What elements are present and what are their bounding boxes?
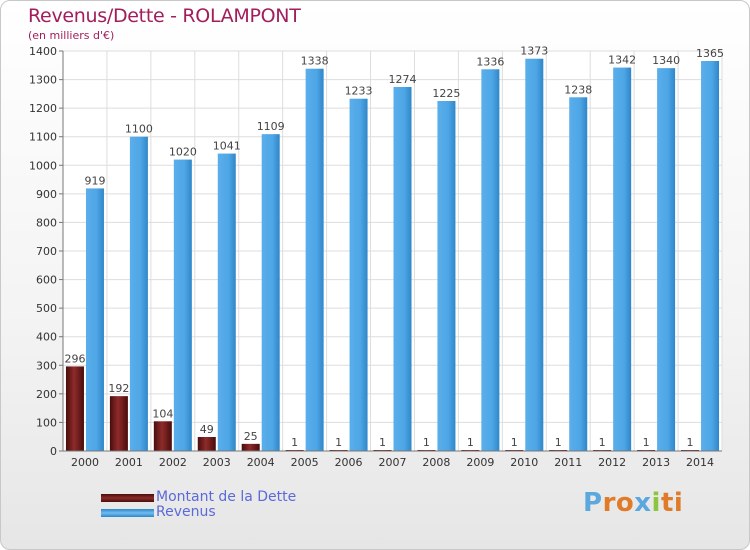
y-tick-label: 600 [36, 274, 57, 287]
x-tick-label: 2003 [203, 456, 231, 469]
legend-label-revenus: Revenus [156, 504, 216, 520]
data-label-dette-2005: 1 [291, 436, 298, 449]
data-label-dette-2006: 1 [335, 436, 342, 449]
x-tick-label: 2002 [159, 456, 187, 469]
x-tick-label: 2010 [510, 456, 538, 469]
logo-letter: P [583, 488, 603, 518]
x-tick-label: 2000 [71, 456, 99, 469]
data-label-revenus-2008: 1225 [432, 87, 460, 100]
data-label-revenus-2014: 1365 [696, 47, 724, 60]
bar-revenus-2006 [349, 98, 368, 451]
y-tick-label: 900 [36, 188, 57, 201]
bar-revenus-2014 [701, 61, 720, 451]
data-label-dette-2013: 1 [643, 436, 650, 449]
data-label-revenus-2012: 1342 [608, 54, 636, 67]
bar-revenus-2005 [305, 68, 324, 451]
x-tick-label: 2012 [598, 456, 626, 469]
logo-letter: t [660, 488, 674, 518]
data-label-dette-2001: 192 [108, 382, 129, 395]
data-label-dette-2007: 1 [379, 436, 386, 449]
y-tick-label: 500 [36, 302, 57, 315]
bar-revenus-2010 [525, 58, 544, 451]
x-tick-label: 2008 [422, 456, 450, 469]
y-tick-label: 700 [36, 245, 57, 258]
legend-swatch-revenus [101, 509, 154, 517]
data-label-dette-2008: 1 [423, 436, 430, 449]
chart-title: Revenus/Dette - ROLAMPONT [28, 5, 301, 27]
y-tick-label: 0 [50, 445, 57, 458]
x-tick-label: 2005 [291, 456, 319, 469]
bar-revenus-2002 [173, 159, 192, 452]
bar-revenus-2013 [657, 68, 676, 452]
x-tick-label: 2013 [642, 456, 670, 469]
data-label-dette-2012: 1 [599, 436, 606, 449]
data-label-revenus-2004: 1109 [257, 120, 285, 133]
bar-revenus-2007 [393, 87, 412, 451]
y-tick-label: 200 [36, 388, 57, 401]
logo-letter: i [673, 488, 684, 518]
y-tick-label: 1200 [29, 102, 57, 115]
logo-letter: r [602, 488, 616, 518]
bar-revenus-2001 [129, 136, 148, 451]
data-label-dette-2004: 25 [244, 430, 258, 443]
y-tick-label: 1100 [29, 131, 57, 144]
data-label-revenus-2002: 1020 [169, 146, 197, 159]
logo-letter: i [651, 488, 661, 518]
data-label-dette-2011: 1 [555, 436, 562, 449]
bar-dette-2002 [153, 421, 172, 451]
data-label-dette-2003: 49 [200, 423, 214, 436]
y-tick-label: 1000 [29, 159, 57, 172]
data-label-revenus-2010: 1373 [520, 45, 548, 58]
data-label-revenus-2000: 919 [84, 174, 105, 187]
bar-dette-2004 [241, 443, 260, 451]
data-label-dette-2010: 1 [511, 436, 518, 449]
y-tick-label: 800 [36, 216, 57, 229]
data-label-revenus-2003: 1041 [213, 140, 241, 153]
bar-revenus-2009 [481, 69, 500, 452]
chart-subtitle: (en milliers d'€) [28, 29, 115, 42]
data-label-revenus-2011: 1238 [564, 83, 592, 96]
bar-dette-2003 [197, 437, 216, 451]
bar-revenus-2003 [217, 153, 236, 452]
data-label-dette-2000: 296 [64, 352, 85, 365]
x-tick-label: 2014 [686, 456, 714, 469]
proxiti-logo: Proxiti [583, 488, 683, 518]
data-label-revenus-2007: 1274 [389, 73, 417, 86]
logo-letter: o [615, 488, 635, 518]
logo-letter: x [634, 488, 652, 518]
bar-dette-2000 [65, 366, 84, 451]
x-tick-label: 2001 [115, 456, 143, 469]
bar-revenus-2012 [613, 67, 632, 452]
legend-label-dette: Montant de la Dette [156, 489, 297, 505]
data-label-revenus-2001: 1100 [125, 123, 153, 136]
data-label-dette-2002: 104 [152, 407, 173, 420]
y-tick-label: 100 [36, 416, 57, 429]
legend-swatch-dette [101, 494, 154, 502]
data-label-revenus-2009: 1336 [476, 55, 504, 68]
y-tick-label: 1400 [29, 45, 57, 58]
data-label-dette-2009: 1 [467, 436, 474, 449]
bar-revenus-2004 [261, 134, 280, 451]
data-label-revenus-2006: 1233 [345, 85, 373, 98]
bar-revenus-2000 [85, 188, 104, 451]
x-tick-label: 2007 [379, 456, 407, 469]
data-label-dette-2014: 1 [687, 436, 694, 449]
bar-revenus-2011 [569, 97, 588, 452]
bar-revenus-2008 [437, 101, 456, 451]
x-tick-label: 2009 [466, 456, 494, 469]
data-label-revenus-2005: 1338 [301, 55, 329, 68]
bar-dette-2001 [109, 396, 128, 451]
x-tick-label: 2004 [247, 456, 275, 469]
y-tick-label: 300 [36, 359, 57, 372]
x-tick-label: 2011 [554, 456, 582, 469]
y-tick-label: 400 [36, 331, 57, 344]
y-tick-label: 1300 [29, 74, 57, 87]
data-label-revenus-2013: 1340 [652, 54, 680, 67]
x-tick-label: 2006 [335, 456, 363, 469]
